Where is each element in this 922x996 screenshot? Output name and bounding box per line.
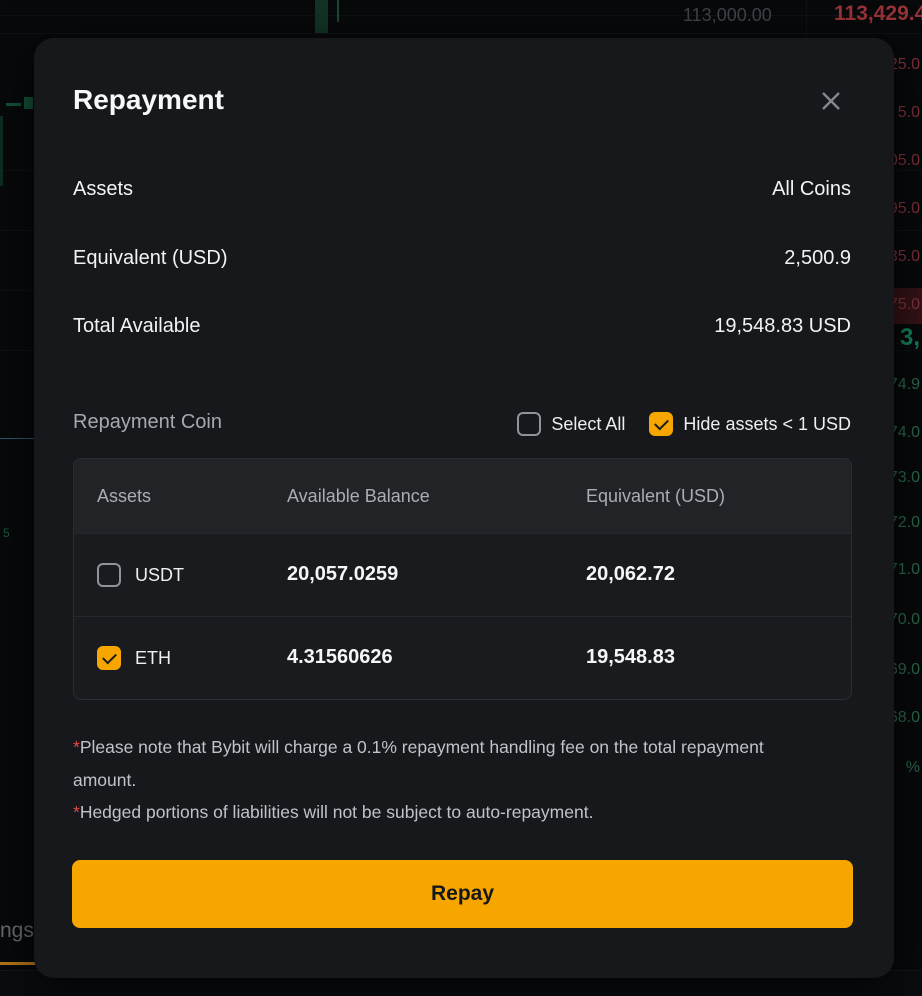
orderbook-bid-price: 74.9 (888, 376, 920, 393)
fee-note: *Please note that Bybit will charge a 0.… (73, 731, 809, 796)
orderbook-ask-price: 05.0 (888, 152, 920, 169)
orderbook-row-highlight (892, 288, 922, 324)
candlestick-body (315, 0, 328, 33)
summary-value-all-coins: All Coins (772, 177, 851, 200)
background-tab-label: ngs (0, 919, 34, 942)
summary-row-assets: Assets All Coins (73, 175, 851, 203)
orderbook-percent-label: % (905, 759, 920, 776)
close-button[interactable] (818, 88, 844, 114)
hedged-note-text: Hedged portions of liabilities will not … (79, 802, 594, 822)
required-asterisk: * (73, 737, 80, 757)
chart-marker (0, 116, 3, 186)
hedged-note: *Hedged portions of liabilities will not… (73, 796, 809, 829)
chart-axis-label: 5 (3, 526, 10, 540)
hide-small-assets-label: Hide assets < 1 USD (683, 413, 851, 434)
orderbook-bid-price: 73.0 (888, 469, 920, 486)
summary-label: Total Available (73, 314, 201, 337)
chart-gridline (0, 15, 922, 16)
orderbook-ask-price: 75.0 (888, 296, 920, 313)
orderbook-bid-price: 72.0 (888, 514, 920, 531)
equivalent-usd: 20,062.72 (586, 563, 675, 585)
orderbook-last-price: 3, (899, 324, 920, 351)
select-all-label: Select All (551, 413, 626, 434)
orderbook-bid-price: 71.0 (888, 561, 920, 578)
column-header-equivalent: Equivalent (USD) (586, 486, 726, 506)
chart-gridline (0, 33, 922, 34)
orderbook-bid-price: 68.0 (888, 709, 920, 726)
asset-name: ETH (135, 648, 171, 668)
summary-value-total-available: 19,548.83 USD (714, 314, 851, 337)
column-header-available: Available Balance (287, 486, 430, 506)
repayment-coin-table: Assets Available Balance Equivalent (USD… (73, 458, 852, 700)
summary-value-equivalent: 2,500.9 (784, 246, 851, 269)
modal-title: Repayment (73, 84, 224, 115)
orderbook-bid-price: 69.0 (888, 661, 920, 678)
orderbook-ask-price: 5.0 (897, 104, 920, 121)
eth-checkbox[interactable] (97, 646, 121, 670)
summary-row-total-available: Total Available 19,548.83 USD (73, 312, 851, 340)
active-tab-indicator (0, 962, 36, 965)
table-header: Assets Available Balance Equivalent (USD… (74, 459, 851, 533)
chart-marker (6, 103, 21, 106)
close-icon (822, 92, 840, 110)
select-all-checkbox[interactable] (517, 412, 542, 436)
repay-button[interactable]: Repay (72, 860, 853, 928)
orderbook-ask-price: 95.0 (888, 200, 920, 217)
table-row-usdt[interactable]: USDT 20,057.0259 20,062.72 (74, 533, 851, 616)
orderbook-ask-price: 25.0 (888, 56, 920, 73)
summary-label: Equivalent (USD) (73, 246, 228, 269)
available-balance: 4.31560626 (287, 646, 393, 668)
orderbook-bid-price: 70.0 (888, 611, 920, 628)
fee-note-text: Please note that Bybit will charge a 0.1… (73, 737, 764, 790)
disclaimer-notes: *Please note that Bybit will charge a 0.… (73, 731, 809, 829)
orderbook-ask-price: 35.0 (888, 248, 920, 265)
hide-small-assets-checkbox[interactable] (649, 412, 674, 436)
chart-marker (24, 97, 33, 109)
column-header-assets: Assets (97, 486, 152, 506)
table-row-eth[interactable]: ETH 4.31560626 19,548.83 (74, 616, 851, 699)
chart-price-label: 113,000.00 (683, 5, 772, 25)
summary-label: Assets (73, 177, 134, 200)
equivalent-usd: 19,548.83 (586, 646, 675, 668)
candlestick-wick (337, 0, 339, 22)
available-balance: 20,057.0259 (287, 563, 399, 585)
orderbook-bid-price: 74.0 (888, 424, 920, 441)
table-filters: Select All Hide assets < 1 USD (517, 409, 851, 439)
repayment-modal: Repayment Assets All Coins Equivalent (U… (34, 38, 894, 978)
repayment-coin-section-title: Repayment Coin (73, 411, 222, 433)
chart-last-price-label: 113,429.4 (834, 2, 922, 25)
required-asterisk: * (73, 802, 80, 822)
usdt-checkbox[interactable] (97, 563, 121, 587)
asset-name: USDT (135, 565, 184, 585)
summary-row-equivalent: Equivalent (USD) 2,500.9 (73, 244, 851, 272)
